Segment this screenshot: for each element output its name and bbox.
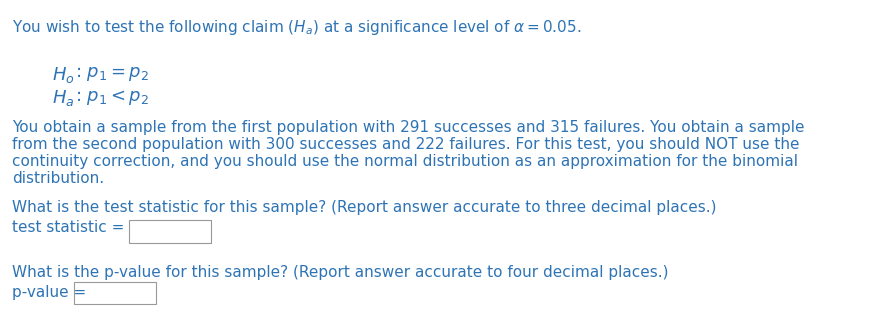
Text: from the second population with 300 successes and 222 failures. For this test, y: from the second population with 300 succ… bbox=[12, 137, 800, 152]
Text: You wish to test the following claim $(H_a)$ at a significance level of $\alpha : You wish to test the following claim $(H… bbox=[12, 18, 581, 37]
Text: : $p_1 < p_2$: : $p_1 < p_2$ bbox=[75, 88, 149, 107]
Text: What is the test statistic for this sample? (Report answer accurate to three dec: What is the test statistic for this samp… bbox=[12, 200, 717, 215]
Text: $H_o$: $H_o$ bbox=[52, 65, 75, 85]
FancyBboxPatch shape bbox=[129, 220, 211, 243]
Text: You obtain a sample from the first population with 291 successes and 315 failure: You obtain a sample from the first popul… bbox=[12, 120, 805, 135]
FancyBboxPatch shape bbox=[74, 282, 156, 304]
Text: p-value =: p-value = bbox=[12, 285, 86, 300]
Text: distribution.: distribution. bbox=[12, 171, 104, 186]
Text: test statistic =: test statistic = bbox=[12, 220, 124, 235]
Text: $H_a$: $H_a$ bbox=[52, 88, 74, 108]
Text: What is the p-value for this sample? (Report answer accurate to four decimal pla: What is the p-value for this sample? (Re… bbox=[12, 265, 669, 280]
Text: continuity correction, and you should use the normal distribution as an approxim: continuity correction, and you should us… bbox=[12, 154, 798, 169]
Text: : $p_1 = p_2$: : $p_1 = p_2$ bbox=[75, 65, 149, 83]
